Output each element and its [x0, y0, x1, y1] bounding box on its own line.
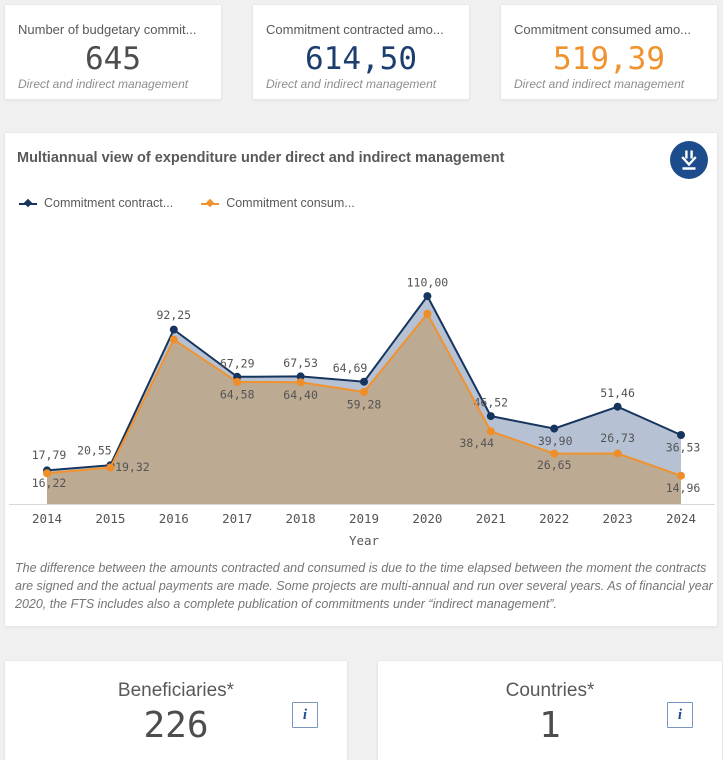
kpi-card-contracted-amount: Commitment contracted amo... 614,50 Dire…: [252, 4, 470, 100]
svg-text:38,44: 38,44: [459, 436, 494, 450]
svg-text:26,65: 26,65: [537, 458, 572, 472]
info-icon[interactable]: i: [292, 702, 318, 728]
svg-text:67,53: 67,53: [283, 356, 318, 370]
svg-text:64,40: 64,40: [283, 388, 318, 402]
svg-text:2023: 2023: [603, 511, 633, 526]
svg-text:17,79: 17,79: [32, 448, 67, 462]
kpi-subtitle: Direct and indirect management: [266, 77, 437, 91]
line-diamond-marker-icon: [19, 198, 37, 208]
stat-value: 1: [539, 705, 561, 746]
svg-text:2021: 2021: [476, 511, 506, 526]
info-icon[interactable]: i: [667, 702, 693, 728]
svg-text:36,53: 36,53: [666, 441, 701, 455]
area-line-chart[interactable]: 17,79 20,55 92,25 67,29 67,53 64,69 110,00 46,5…: [5, 133, 718, 555]
svg-text:39,90: 39,90: [538, 434, 573, 448]
svg-text:2024: 2024: [666, 511, 696, 526]
legend-label: Commitment contract...: [44, 196, 174, 210]
stat-title: Countries*: [505, 680, 595, 701]
svg-text:19,32: 19,32: [115, 460, 150, 474]
svg-text:2018: 2018: [286, 511, 316, 526]
svg-text:92,25: 92,25: [156, 308, 191, 322]
kpi-value: 645: [85, 41, 141, 77]
svg-text:64,69: 64,69: [333, 361, 368, 375]
svg-text:59,28: 59,28: [347, 398, 382, 412]
svg-text:26,73: 26,73: [600, 431, 635, 445]
svg-text:14,96: 14,96: [666, 481, 701, 495]
svg-text:20,55: 20,55: [77, 444, 112, 458]
svg-text:Year: Year: [349, 533, 380, 548]
legend-item-contracted[interactable]: Commitment contract...: [19, 196, 173, 210]
svg-text:2014: 2014: [32, 511, 62, 526]
svg-text:2022: 2022: [539, 511, 569, 526]
svg-text:67,29: 67,29: [220, 356, 255, 370]
stat-card-beneficiaries: Beneficiaries* 226 i: [4, 660, 348, 760]
kpi-title: Commitment contracted amo...: [266, 22, 444, 37]
legend-item-consumed[interactable]: Commitment consum...: [201, 196, 355, 210]
chart-legend: Commitment contract... Commitment consum…: [19, 196, 355, 210]
line-diamond-marker-icon: [201, 198, 220, 208]
kpi-card-consumed-amount: Commitment consumed amo... 519,39 Direct…: [500, 4, 718, 100]
stat-title: Beneficiaries*: [117, 680, 235, 701]
stat-value: 226: [143, 705, 209, 746]
svg-text:2020: 2020: [412, 511, 442, 526]
svg-text:16,22: 16,22: [32, 476, 67, 490]
chart-footnote: The difference between the amounts contr…: [15, 561, 713, 611]
kpi-title: Number of budgetary commit...: [18, 22, 197, 37]
stat-card-countries: Countries* 1 i: [377, 660, 723, 760]
download-button[interactable]: [670, 141, 708, 179]
chart-title: Multiannual view of expenditure under di…: [17, 150, 505, 166]
kpi-subtitle: Direct and indirect management: [18, 77, 189, 91]
legend-label: Commitment consum...: [226, 196, 355, 210]
kpi-value: 614,50: [305, 41, 417, 77]
svg-text:2016: 2016: [159, 511, 189, 526]
kpi-card-budgetary-commitments: Number of budgetary commit... 645 Direct…: [4, 4, 222, 100]
svg-text:2019: 2019: [349, 511, 379, 526]
multiannual-chart-card: Multiannual view of expenditure under di…: [4, 132, 718, 627]
kpi-value: 519,39: [553, 41, 665, 77]
svg-text:110,00: 110,00: [407, 276, 449, 290]
svg-text:64,58: 64,58: [220, 387, 255, 401]
kpi-title: Commitment consumed amo...: [514, 22, 692, 37]
svg-text:46,52: 46,52: [473, 396, 508, 410]
svg-text:2015: 2015: [95, 511, 125, 526]
svg-text:2017: 2017: [222, 511, 252, 526]
download-icon: [681, 150, 697, 170]
kpi-subtitle: Direct and indirect management: [514, 77, 685, 91]
svg-text:51,46: 51,46: [600, 386, 635, 400]
